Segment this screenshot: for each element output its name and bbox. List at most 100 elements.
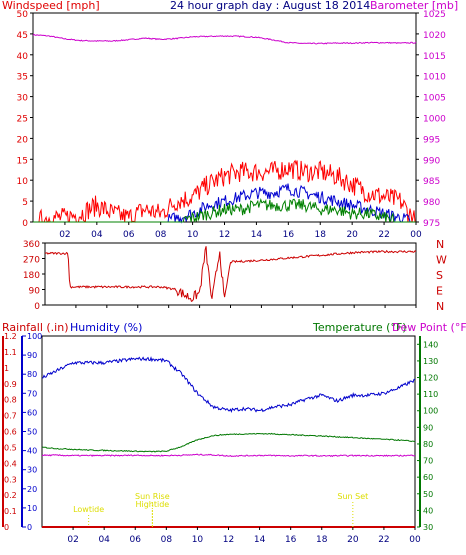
rain-tick-label: 1 bbox=[4, 364, 9, 373]
humidity-axis-label: Humidity (%) bbox=[70, 321, 142, 334]
avg-wind-line bbox=[33, 183, 416, 224]
baro-tick-label: 1020 bbox=[423, 31, 446, 41]
humidity-tick-label: 60 bbox=[27, 408, 37, 417]
baro-tick-label: 1015 bbox=[423, 52, 446, 62]
baro-tick-label: 980 bbox=[423, 198, 440, 208]
rain-tick-label: 0.2 bbox=[4, 491, 17, 500]
compass-label: E bbox=[436, 285, 443, 298]
x-tick-label: 18 bbox=[315, 230, 327, 240]
x-tick-label: 18 bbox=[316, 535, 328, 545]
x-tick-label: 14 bbox=[254, 535, 266, 545]
humidity-tick-label: 0 bbox=[27, 523, 32, 532]
dew-line bbox=[41, 453, 416, 458]
baro-tick-label: 1010 bbox=[423, 73, 446, 83]
gust-wind-line bbox=[33, 159, 416, 223]
temperature-tick-label: 120 bbox=[423, 374, 438, 383]
baro-tick-label: 1000 bbox=[423, 115, 446, 125]
x-tick-label: 22 bbox=[378, 230, 389, 240]
wind-tick-label: 25 bbox=[17, 115, 28, 125]
wind-tick-label: 10 bbox=[17, 177, 29, 187]
x-tick-label: 06 bbox=[130, 535, 142, 545]
temperature-tick-label: 140 bbox=[423, 340, 438, 349]
humidity-tick-label: 100 bbox=[27, 332, 42, 341]
x-tick-label: 02 bbox=[59, 230, 70, 240]
rain-tick-label: 0.1 bbox=[4, 507, 17, 516]
wind-tick-label: 0 bbox=[22, 219, 28, 229]
barometer-line bbox=[32, 33, 417, 45]
x-tick-label: 22 bbox=[378, 535, 389, 545]
humidity-tick-label: 90 bbox=[27, 351, 37, 360]
humidity-tick-label: 80 bbox=[27, 370, 37, 379]
wind-tick-label: 35 bbox=[17, 73, 28, 83]
rain-tick-label: 0.7 bbox=[4, 412, 17, 421]
direction-tick-label: 180 bbox=[23, 271, 40, 281]
direction-series bbox=[45, 246, 417, 303]
wind-axis-label: Windspeed [mph] bbox=[2, 0, 100, 12]
humidity-tick-label: 10 bbox=[27, 504, 37, 513]
temperature-tick-label: 110 bbox=[423, 390, 438, 399]
humidity-tick-label: 40 bbox=[27, 447, 37, 456]
temperature-tick-label: 70 bbox=[423, 457, 433, 466]
rain-tick-label: 1.2 bbox=[4, 332, 17, 341]
x-tick-label: 06 bbox=[123, 230, 135, 240]
temperature-tick-label: 130 bbox=[423, 357, 438, 366]
climate-series bbox=[41, 356, 416, 528]
chart-title: 24 hour graph day : August 18 2014 bbox=[170, 0, 370, 12]
wind-tick-label: 40 bbox=[17, 52, 29, 62]
wind-tick-label: 5 bbox=[22, 198, 28, 208]
humidity-tick-label: 20 bbox=[27, 485, 37, 494]
rain-tick-label: 0.9 bbox=[4, 380, 17, 389]
direction-tick-label: 270 bbox=[23, 256, 40, 266]
temperature-tick-label: 100 bbox=[423, 407, 438, 416]
baro-tick-label: 985 bbox=[423, 177, 440, 187]
temp-line bbox=[41, 432, 416, 453]
temperature-tick-label: 30 bbox=[423, 523, 433, 532]
rain-tick-label: 0.8 bbox=[4, 396, 17, 405]
wind-baro-panel: Windspeed [mph] 24 hour graph day : Augu… bbox=[2, 0, 458, 240]
x-tick-label: 14 bbox=[251, 230, 263, 240]
annotation-label: Sun Rise bbox=[135, 492, 170, 501]
x-tick-label: 08 bbox=[155, 230, 167, 240]
dewpoint-axis-label: Dew Point (°F) bbox=[392, 321, 466, 334]
temperature-tick-label: 60 bbox=[423, 473, 433, 482]
x-tick-label: 04 bbox=[98, 535, 110, 545]
compass-label: N bbox=[436, 300, 444, 313]
baro-tick-label: 975 bbox=[423, 219, 440, 229]
wind-series bbox=[32, 33, 417, 224]
x-tick-label: 08 bbox=[161, 535, 173, 545]
wind-tick-label: 15 bbox=[17, 156, 28, 166]
wind-direction-line bbox=[45, 246, 417, 303]
wind-plot-frame bbox=[32, 12, 417, 223]
direction-tick-label: 360 bbox=[23, 240, 40, 250]
annotation-label: Lowtide bbox=[73, 505, 104, 514]
x-tick-label: 00 bbox=[410, 230, 422, 240]
climate-ticks: 0 0.1 0.2 0.3 0.4 0.5 0.6 0.7 0.8 0.9 1 1.1 1.2 0 10 20… bbox=[2, 332, 438, 545]
temperature-tick-label: 50 bbox=[423, 490, 433, 499]
rainfall-axis-label: Rainfall (.in) bbox=[2, 321, 69, 334]
x-tick-label: 02 bbox=[67, 535, 78, 545]
compass-label: W bbox=[436, 254, 447, 267]
rain-tick-label: 0.3 bbox=[4, 475, 17, 484]
x-tick-label: 04 bbox=[91, 230, 103, 240]
humidity-tick-label: 30 bbox=[27, 466, 37, 475]
wind-ticks: 0510152025303540455097598098599099510001… bbox=[17, 10, 447, 240]
temperature-tick-label: 80 bbox=[423, 440, 433, 449]
x-tick-label: 12 bbox=[219, 230, 230, 240]
x-tick-label: 10 bbox=[187, 230, 199, 240]
baro-tick-label: 995 bbox=[423, 135, 440, 145]
baro-axis-label: Barometer [mb] bbox=[370, 0, 458, 12]
baro-tick-label: 1025 bbox=[423, 10, 446, 20]
baro-tick-label: 990 bbox=[423, 156, 440, 166]
x-tick-label: 20 bbox=[347, 535, 359, 545]
baro-tick-label: 1005 bbox=[423, 94, 446, 104]
x-tick-label: 12 bbox=[223, 535, 234, 545]
temperature-tick-label: 90 bbox=[423, 423, 433, 432]
humidity-line bbox=[41, 356, 415, 413]
wind-tick-label: 20 bbox=[17, 135, 29, 145]
annotation-label: Sun Set bbox=[337, 492, 368, 501]
rain-tick-label: 1.1 bbox=[4, 348, 17, 357]
